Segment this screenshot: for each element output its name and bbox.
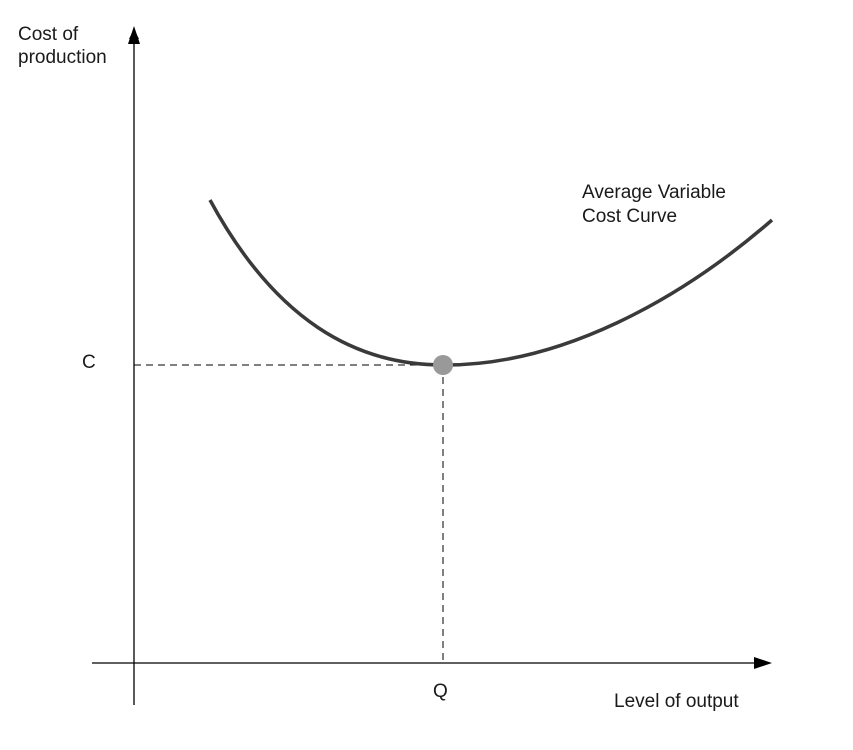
x-axis-label: Level of output	[614, 691, 739, 712]
curve-label: Cost Curve	[582, 206, 677, 227]
c-label: C	[82, 352, 96, 373]
x-axis-arrow	[754, 657, 772, 669]
minimum-point	[433, 355, 453, 375]
y-axis-label: production	[18, 47, 107, 68]
y-axis-arrow	[128, 26, 140, 44]
avc-curve	[208, 199, 774, 367]
q-label: Q	[433, 681, 448, 702]
curve-label: Average Variable	[582, 182, 726, 203]
y-axis-label: Cost of	[18, 24, 79, 45]
